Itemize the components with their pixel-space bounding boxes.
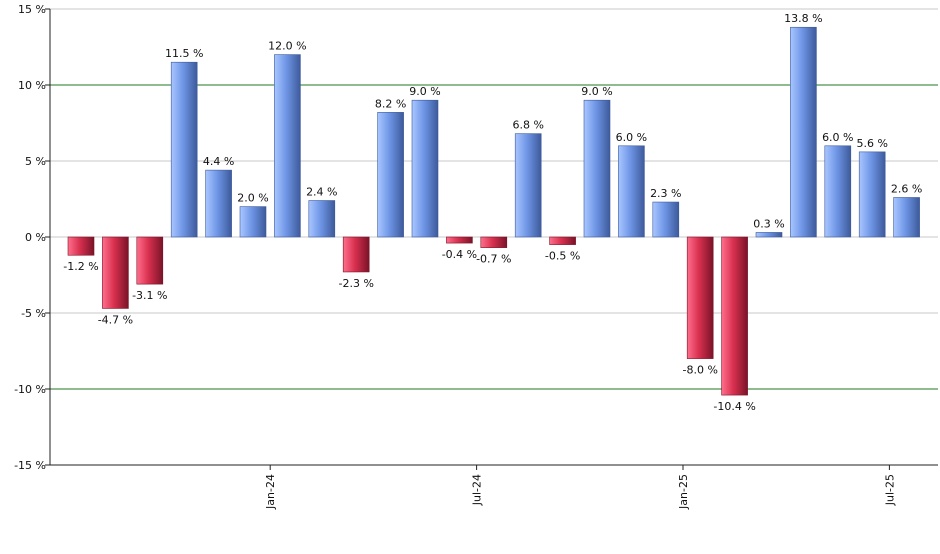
bar-positive	[755, 232, 783, 238]
bar-data-label: -8.0 %	[682, 364, 717, 377]
bar-negative	[549, 236, 576, 245]
bar-positive	[411, 99, 439, 238]
bar-data-label: 0.3 %	[753, 217, 784, 230]
bar-data-label: 6.0 %	[616, 131, 647, 144]
bar-negative	[480, 236, 508, 248]
bar-data-label: 13.8 %	[784, 12, 822, 25]
bar-positive	[790, 26, 817, 238]
bar-data-label: 2.0 %	[237, 192, 268, 205]
bar-positive	[618, 145, 645, 238]
bar-data-label: 8.2 %	[375, 97, 406, 110]
data-labels: -1.2 % -4.7 % -3.1 % 11.5 % 4.4 % 2.0 % 12.0 %…	[63, 12, 922, 413]
bar-negative	[721, 236, 748, 396]
bar-data-label: 2.3 %	[650, 187, 681, 200]
bar-data-label: 9.0 %	[581, 85, 612, 98]
bar-positive	[239, 206, 267, 238]
x-axis-tick-label: Jul-25	[883, 474, 896, 506]
bar-data-label: -3.1 %	[132, 289, 167, 302]
bar-positive	[858, 151, 886, 238]
bar-negative	[136, 236, 164, 285]
bar-data-label: -10.4 %	[713, 400, 755, 413]
bar-negative	[446, 236, 473, 244]
bar-positive	[583, 99, 611, 238]
gridlines	[50, 8, 938, 390]
bar-positive	[170, 61, 198, 238]
y-axis-tick-label: -10 %	[14, 383, 46, 396]
bar-data-label: -4.7 %	[98, 313, 133, 326]
bar-negative	[342, 236, 370, 273]
bar-data-label: 4.4 %	[203, 155, 234, 168]
bar-data-label: -0.7 %	[476, 253, 511, 266]
bar-positive	[893, 197, 920, 238]
bar-data-label: -0.5 %	[545, 250, 580, 263]
bars	[67, 26, 920, 396]
bar-positive	[652, 201, 680, 238]
bar-data-label: 2.6 %	[891, 182, 922, 195]
bar-negative	[67, 236, 95, 256]
bar-data-label: 2.4 %	[306, 186, 337, 199]
bar-negative	[102, 236, 129, 309]
bar-data-label: 12.0 %	[268, 40, 306, 53]
y-axis-tick-label: 0 %	[25, 231, 46, 244]
bar-positive	[205, 169, 232, 238]
bar-positive	[824, 145, 852, 238]
axes: 15 % 10 % 5 % 0 % -5 % -10 % -15 % Jan-24 Jul-24…	[14, 3, 938, 510]
bar-positive	[377, 112, 404, 238]
y-axis-tick-label: 15 %	[18, 3, 46, 16]
bar-data-label: 9.0 %	[409, 85, 440, 98]
bar-data-label: -0.4 %	[442, 248, 477, 261]
y-axis-tick-label: -15 %	[14, 459, 46, 472]
bar-data-label: 6.0 %	[822, 131, 853, 144]
y-axis-tick-label: -5 %	[21, 307, 46, 320]
bar-positive	[308, 200, 336, 238]
bar-negative	[686, 236, 714, 359]
bar-data-label: -1.2 %	[63, 260, 98, 273]
bar-positive	[274, 54, 301, 238]
x-axis-tick-label: Jan-25	[677, 474, 690, 510]
bar-data-label: 6.8 %	[512, 119, 543, 132]
y-axis-tick-label: 10 %	[18, 79, 46, 92]
y-axis-tick-label: 5 %	[25, 155, 46, 168]
x-axis-tick-label: Jan-24	[264, 474, 277, 510]
bar-data-label: 5.6 %	[856, 137, 887, 150]
bar-data-label: 11.5 %	[165, 47, 203, 60]
x-axis-tick-label: Jul-24	[471, 474, 484, 506]
bar-positive	[514, 133, 542, 238]
bar-data-label: -2.3 %	[338, 277, 373, 290]
